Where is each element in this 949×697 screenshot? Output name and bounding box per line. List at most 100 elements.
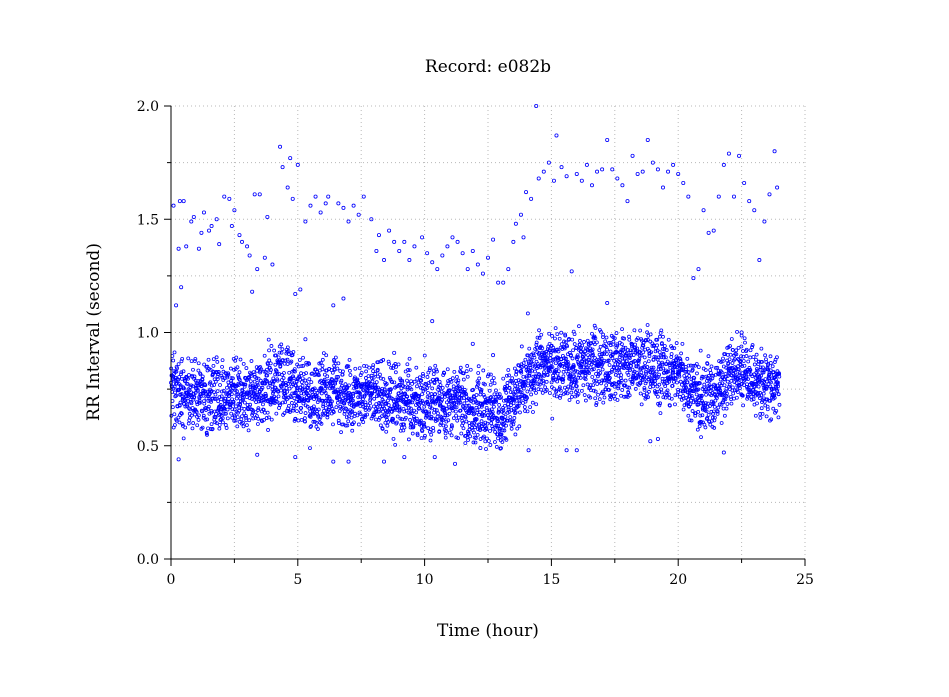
data-point	[763, 353, 768, 358]
data-point	[728, 344, 733, 348]
data-point	[624, 351, 629, 356]
data-point	[206, 406, 211, 411]
data-point	[435, 267, 440, 272]
data-point	[548, 352, 553, 357]
data-point	[698, 348, 703, 353]
data-point	[276, 394, 281, 399]
data-point	[412, 414, 416, 419]
data-point	[734, 348, 739, 353]
data-point	[295, 409, 299, 414]
data-point	[510, 376, 515, 381]
data-point	[311, 392, 316, 397]
data-point	[406, 368, 410, 372]
data-point	[510, 419, 514, 424]
data-point	[458, 365, 463, 370]
data-point	[770, 364, 775, 369]
data-point	[591, 383, 596, 387]
data-point	[623, 378, 628, 383]
data-point	[729, 337, 734, 341]
data-point	[394, 420, 399, 425]
data-point	[255, 381, 260, 385]
data-point	[673, 376, 678, 381]
data-point	[774, 409, 779, 413]
data-point	[475, 383, 480, 387]
data-point	[699, 435, 703, 440]
data-point	[685, 356, 690, 361]
data-point	[283, 358, 288, 363]
data-point	[387, 362, 391, 366]
data-point	[398, 376, 402, 381]
data-point	[644, 338, 649, 343]
data-point	[504, 398, 508, 402]
data-point	[739, 354, 743, 359]
data-point	[658, 411, 663, 415]
data-point	[698, 413, 703, 418]
data-point	[256, 399, 261, 404]
data-point	[346, 364, 351, 369]
data-point	[306, 388, 311, 393]
data-point	[433, 363, 438, 368]
data-point	[425, 386, 429, 391]
data-point	[418, 379, 423, 383]
data-point	[480, 414, 485, 418]
data-point	[593, 396, 598, 401]
data-point	[505, 381, 510, 385]
data-point	[556, 349, 561, 354]
data-point	[705, 375, 710, 380]
data-point	[426, 391, 430, 395]
data-point	[417, 394, 421, 398]
data-point	[732, 357, 737, 362]
data-point	[487, 388, 492, 393]
data-point	[289, 395, 293, 400]
data-point	[504, 390, 509, 395]
data-point	[583, 373, 588, 378]
data-point	[200, 409, 205, 414]
data-point	[704, 409, 709, 414]
data-point	[356, 422, 361, 427]
data-point	[615, 398, 620, 402]
data-point	[464, 419, 469, 424]
data-point	[376, 233, 381, 238]
data-point	[246, 428, 251, 433]
data-point	[567, 366, 572, 371]
data-point	[262, 353, 267, 358]
data-point	[431, 428, 436, 433]
data-point	[628, 368, 632, 372]
data-point	[626, 373, 631, 377]
data-point	[363, 403, 368, 407]
data-point	[227, 196, 232, 201]
data-point	[370, 365, 375, 370]
data-point	[189, 359, 194, 364]
data-point	[488, 395, 493, 400]
data-point	[725, 379, 730, 384]
data-point	[659, 367, 663, 372]
data-point	[286, 382, 290, 386]
data-point	[581, 383, 586, 388]
data-point	[532, 355, 537, 360]
data-point	[496, 409, 501, 414]
data-point	[229, 411, 234, 416]
data-point	[320, 363, 325, 368]
data-point	[242, 407, 247, 411]
data-point	[485, 436, 489, 441]
data-point	[389, 365, 394, 370]
data-point	[539, 332, 544, 337]
data-point	[692, 376, 697, 380]
data-point	[661, 334, 665, 339]
data-point	[521, 374, 526, 379]
data-point	[613, 391, 618, 396]
data-point	[245, 423, 249, 428]
data-point	[667, 392, 671, 397]
data-point	[642, 387, 647, 392]
data-point	[591, 352, 595, 357]
data-point	[411, 424, 416, 429]
data-point	[179, 392, 184, 396]
data-point	[531, 374, 536, 379]
data-point	[233, 358, 238, 363]
data-point	[458, 408, 463, 413]
data-point	[489, 421, 494, 426]
data-point	[224, 392, 229, 396]
data-point	[402, 455, 407, 460]
data-point	[176, 457, 181, 462]
chart-title: Record: e082b	[425, 57, 551, 77]
